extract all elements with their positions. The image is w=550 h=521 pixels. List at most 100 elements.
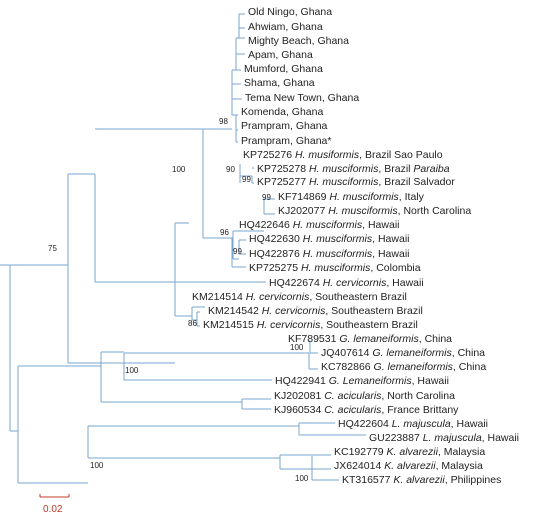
leaf-label-0: Old Ningo, Ghana xyxy=(248,6,332,18)
leaf-location: , Hawaii xyxy=(386,277,423,289)
leaf-label-22: KM214515 H. cervicornis, Southeastern Br… xyxy=(203,319,418,331)
leaf-label-17: HQ422876 H. musciformis, Hawaii xyxy=(249,248,410,260)
leaf-species: H. musciformis xyxy=(329,191,399,203)
support-value-10: 100 xyxy=(125,366,139,375)
leaf-species: H. musciformis xyxy=(303,248,373,260)
leaf-location: , Hawaii xyxy=(362,219,399,231)
leaf-label-18: KP725275 H. musciformis, Colombia xyxy=(249,262,421,274)
leaf-label-11: KP725278 H. musciformis, Brazil Paraiba xyxy=(257,163,450,175)
leaf-location: , Hawaii xyxy=(412,375,449,387)
leaf-accession: KJ960534 xyxy=(274,404,324,416)
support-value-4: 99 xyxy=(262,193,271,202)
leaf-location: , Colombia xyxy=(370,262,420,274)
leaf-location: , China xyxy=(419,333,452,345)
leaf-location: Ahwiam, Ghana xyxy=(248,21,323,33)
leaf-accession: KM214514 xyxy=(192,291,246,303)
leaf-location: , Hawaii xyxy=(372,248,409,260)
leaf-accession: JX624014 xyxy=(334,460,384,472)
leaf-accession: KM214515 xyxy=(203,319,257,331)
leaf-label-19: HQ422674 H. cervicornis, Hawaii xyxy=(269,277,424,289)
leaf-location: , Southeastern Brazil xyxy=(309,291,406,303)
leaf-location: Old Ningo, Ghana xyxy=(248,6,332,18)
leaf-label-4: Mumford, Ghana xyxy=(244,63,323,75)
leaf-label-7: Komenda, Ghana xyxy=(241,106,323,118)
leaf-accession: KP725275 xyxy=(249,262,301,274)
leaf-accession: KT316577 xyxy=(342,474,393,486)
leaf-label-5: Shama, Ghana xyxy=(244,77,315,89)
leaf-accession: KC192779 xyxy=(334,446,387,458)
leaf-label-29: HQ422604 L. majuscula, Hawaii xyxy=(338,418,488,430)
support-value-9: 100 xyxy=(290,343,304,352)
leaf-location: , China xyxy=(452,347,485,359)
leaf-label-1: Ahwiam, Ghana xyxy=(248,21,323,33)
leaf-species: L. majuscula xyxy=(423,432,482,444)
leaf-location: Apam, Ghana xyxy=(248,49,313,61)
leaf-label-31: KC192779 K. alvarezii, Malaysia xyxy=(334,446,485,458)
leaf-location: , Brazil Sao Paulo xyxy=(359,149,443,161)
leaf-label-2: Mighty Beach, Ghana xyxy=(248,35,349,47)
leaf-label-16: HQ422630 H. musciformis, Hawaii xyxy=(249,233,410,245)
leaf-species: H. musciformis xyxy=(328,205,398,217)
leaf-accession: KP725277 xyxy=(257,176,309,188)
leaf-label-15: HQ422646 H. musciformis, Hawaii xyxy=(239,219,400,231)
support-value-12: 100 xyxy=(295,474,309,483)
leaf-species: H. cervicornis xyxy=(257,319,321,331)
leaf-label-25: KC782866 G. lemaneiformis, China xyxy=(321,361,486,373)
leaf-label-32: JX624014 K. alvarezii, Malaysia xyxy=(334,460,483,472)
leaf-location: Mighty Beach, Ghana xyxy=(248,35,349,47)
leaf-location: , Southeastern Brazil xyxy=(320,319,417,331)
leaf-species: H. musciformis xyxy=(293,219,363,231)
leaf-species: G. lemaneiformis xyxy=(372,347,452,359)
support-values: 98 90 99 100 99 96 99 75 86 100 100 100 100 xyxy=(48,117,309,483)
leaf-accession: KP725276 xyxy=(243,149,295,161)
leaf-location: , Malaysia xyxy=(438,446,485,458)
leaf-species: H. cervicornis xyxy=(246,291,310,303)
leaf-species: L. majuscula xyxy=(392,418,451,430)
leaf-label-10: KP725276 H. musiformis, Brazil Sao Paulo xyxy=(243,149,443,161)
leaf-location: , Brazil xyxy=(378,163,413,175)
leaf-label-6: Tema New Town, Ghana xyxy=(245,92,359,104)
leaf-location: Prampram, Ghana xyxy=(241,120,328,132)
leaf-species: C. acicularis xyxy=(324,404,382,416)
leaf-species: G. lemaneiformis xyxy=(339,333,419,345)
leaf-label-24: JQ407614 G. lemaneiformis, China xyxy=(321,347,485,359)
leaf-accession: KF714869 xyxy=(278,191,329,203)
leaf-location: , Malaysia xyxy=(436,460,483,472)
leaf-location: , Brazil Salvador xyxy=(378,176,455,188)
leaf-location: , Hawaii xyxy=(482,432,519,444)
leaf-location: Mumford, Ghana xyxy=(244,63,323,75)
support-value-6: 99 xyxy=(233,247,242,256)
leaf-label-12: KP725277 H. musciformis, Brazil Salvador xyxy=(257,176,455,188)
leaf-location: Komenda, Ghana xyxy=(241,106,323,118)
support-value-8: 86 xyxy=(188,319,197,328)
leaf-species: C. acicularis xyxy=(324,390,382,402)
leaf-label-14: KJ202077 H. musciformis, North Carolina xyxy=(278,205,471,217)
leaf-species: H. cervicornis xyxy=(262,305,326,317)
leaf-location: , Hawaii xyxy=(451,418,488,430)
leaf-label-33: KT316577 K. alvarezii, Philippines xyxy=(342,474,501,486)
support-value-1: 90 xyxy=(226,165,235,174)
leaf-location: , Italy xyxy=(399,191,425,203)
leaf-species: H. musciformis xyxy=(309,176,379,188)
support-value-5: 96 xyxy=(220,228,229,237)
leaf-location: Tema New Town, Ghana xyxy=(245,92,359,104)
leaf-accession: HQ422941 xyxy=(275,375,329,387)
leaf-accession: KJ202081 xyxy=(274,390,324,402)
leaf-label-23: KF789531 G. lemaneiformis, China xyxy=(288,333,452,345)
leaf-species: H. musiformis xyxy=(295,149,360,161)
support-value-0: 98 xyxy=(219,117,228,126)
leaf-species: H. musciformis xyxy=(303,233,373,245)
leaf-label-8: Prampram, Ghana xyxy=(241,120,328,132)
leaf-label-21: KM214542 H. cervicornis, Southeastern Br… xyxy=(208,305,423,317)
leaf-accession: HQ422876 xyxy=(249,248,303,260)
leaf-location: , North Carolina xyxy=(381,390,455,402)
leaf-label-28: KJ960534 C. acicularis, France Brittany xyxy=(274,404,459,416)
leaf-label-26: HQ422941 G. Lemaneiformis, Hawaii xyxy=(275,375,449,387)
leaf-accession: KC782866 xyxy=(321,361,374,373)
leaf-label-20: KM214514 H. cervicornis, Southeastern Br… xyxy=(192,291,407,303)
leaf-accession: GU223887 xyxy=(369,432,423,444)
leaf-label-13: KF714869 H. musciformis, Italy xyxy=(278,191,425,203)
leaf-species: G. lemaneiformis xyxy=(374,361,454,373)
leaf-accession: KJ202077 xyxy=(278,205,328,217)
